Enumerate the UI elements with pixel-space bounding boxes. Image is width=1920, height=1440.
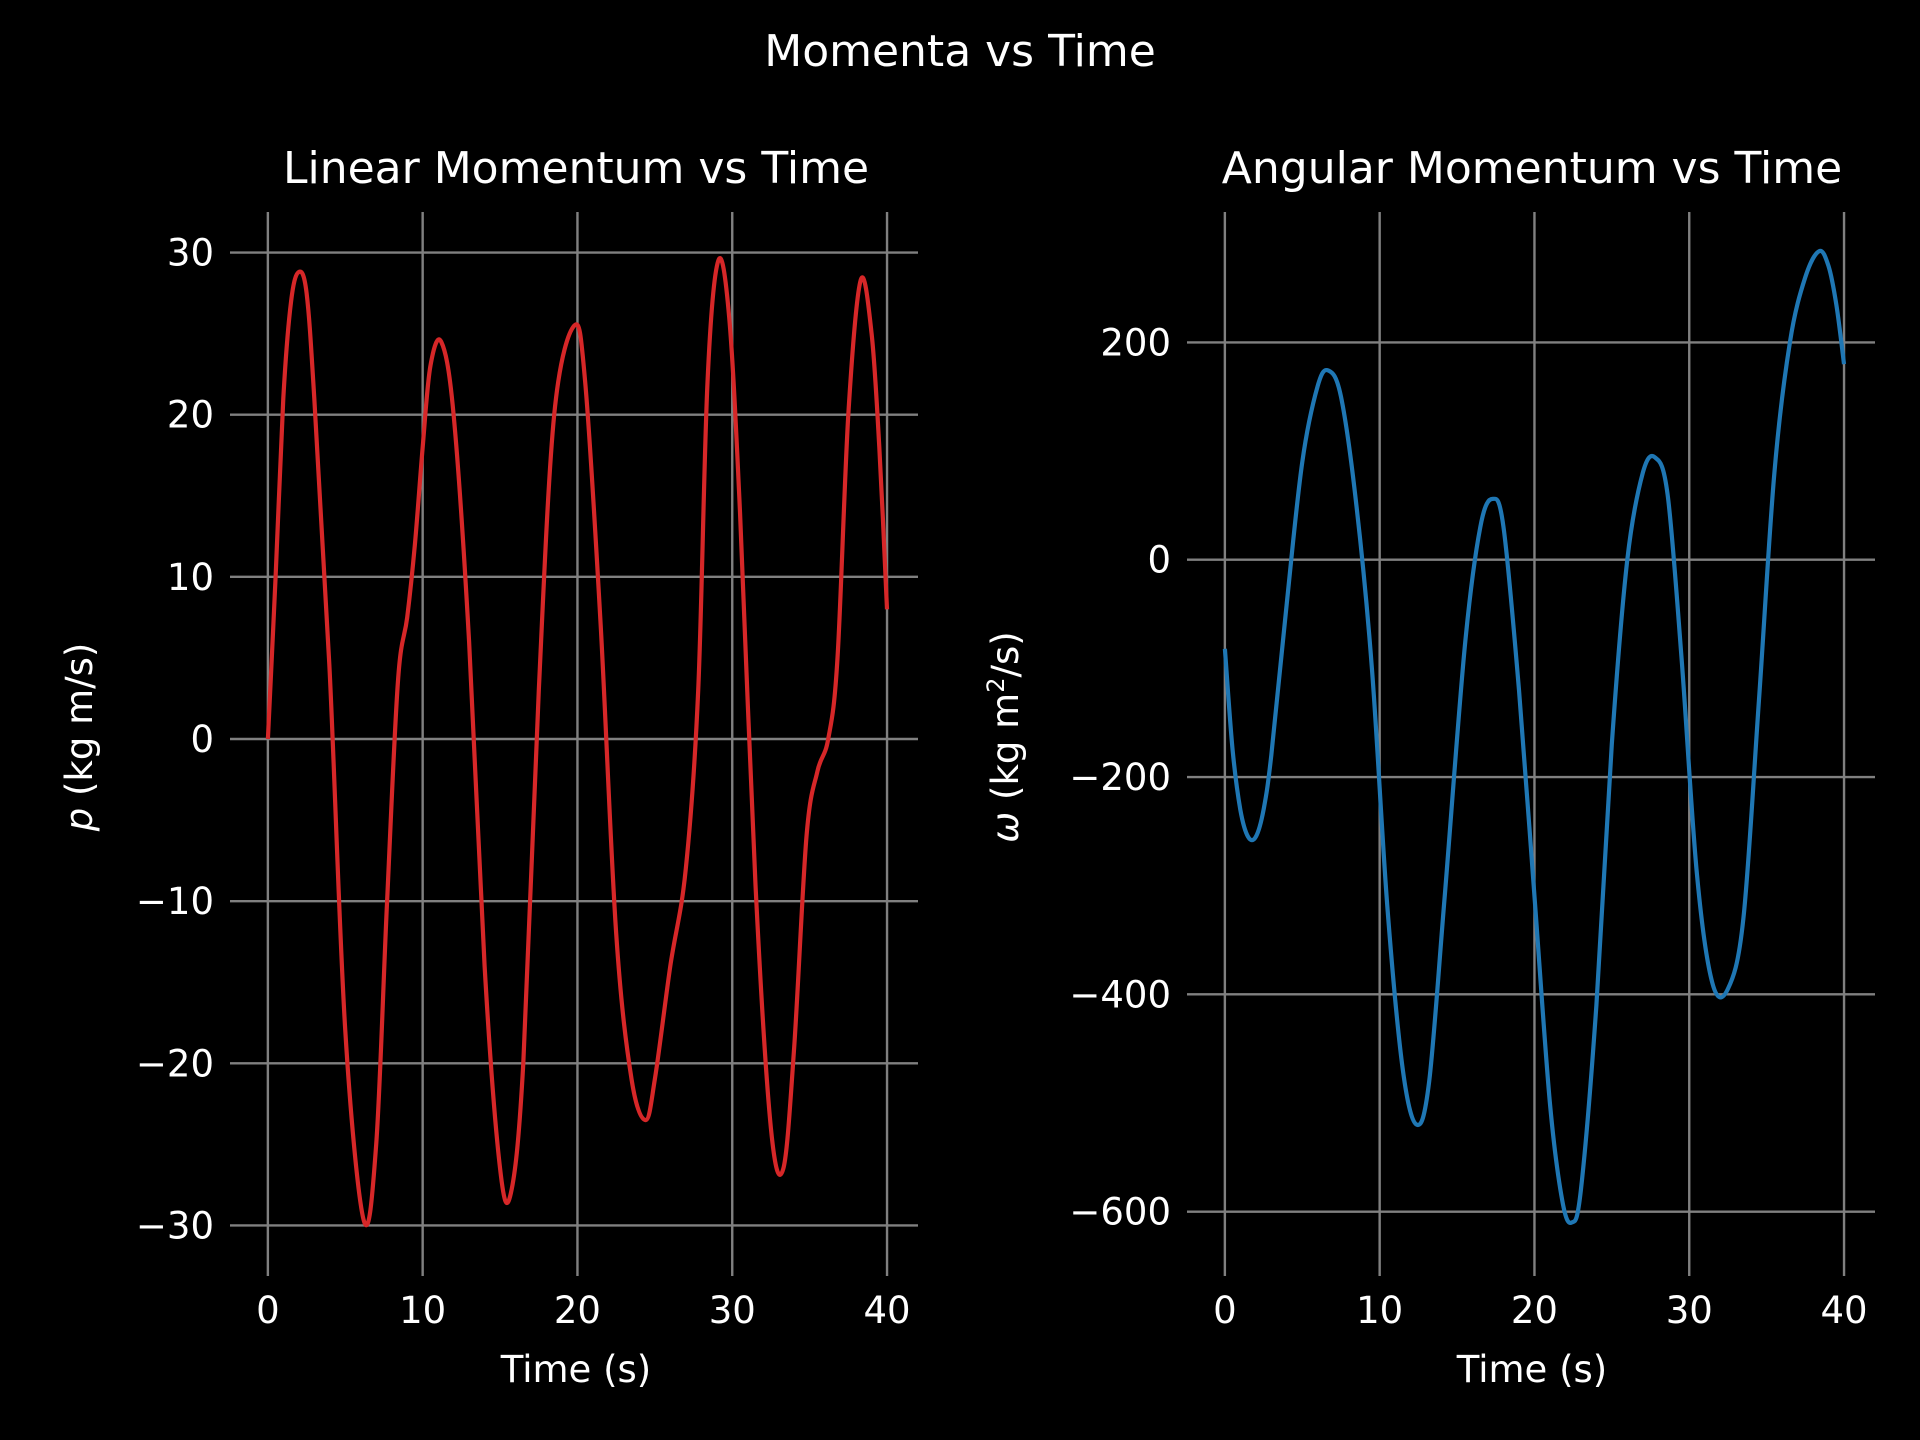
angular-momentum-panel: Angular Momentum vs Time 0 10 20 30 40 −600−… [982,143,1875,1391]
linear-momentum-title: Linear Momentum vs Time [283,143,869,194]
angular-momentum-series-line [1222,248,1847,1225]
linear-momentum-y-tick-label: −10 [136,880,214,923]
linear-momentum-y-tick-label: −30 [136,1204,214,1247]
angular-momentum-x-tick-label: 10 [1356,1289,1403,1332]
linear-momentum-y-label-symbol: p [58,808,101,833]
angular-momentum-y-tick-label: −200 [1069,756,1171,799]
linear-momentum-grid [230,212,918,1276]
angular-momentum-y-tick-label: −600 [1069,1191,1171,1234]
linear-momentum-y-tick-label: 20 [167,394,214,437]
linear-momentum-y-tick-label: 10 [167,556,214,599]
linear-momentum-x-label: Time (s) [500,1348,651,1391]
linear-momentum-y-tick-label: 0 [190,718,214,761]
angular-momentum-y-tick-label: 0 [1147,539,1171,582]
angular-momentum-y-label-symbol: ω [984,812,1027,843]
angular-momentum-x-tick-label: 0 [1213,1289,1237,1332]
linear-momentum-series [265,256,890,1228]
linear-momentum-series-line [265,256,890,1228]
linear-momentum-panel: Linear Momentum vs Time 0 10 20 30 40 −30 −20… [58,143,918,1391]
linear-momentum-x-tick-label: 10 [399,1289,446,1332]
angular-momentum-y-label-units-end: /s) [984,631,1027,677]
angular-momentum-y-label-units: (kg m [984,693,1027,812]
angular-momentum-y-tick-label: −400 [1069,973,1171,1016]
angular-momentum-x-tick-label: 40 [1820,1289,1867,1332]
angular-momentum-x-label: Time (s) [1456,1348,1607,1391]
linear-momentum-x-tick-label: 20 [554,1289,601,1332]
angular-momentum-series [1222,248,1847,1225]
angular-momentum-x-tick-label: 20 [1511,1289,1558,1332]
linear-momentum-y-label: p (kg m/s) [58,643,101,833]
linear-momentum-x-tick-label: 0 [256,1289,280,1332]
angular-momentum-title: Angular Momentum vs Time [1222,143,1842,194]
linear-momentum-x-ticks: 0 10 20 30 40 [256,1289,910,1332]
angular-momentum-x-ticks: 0 10 20 30 40 [1213,1289,1867,1332]
linear-momentum-y-ticks: −30 −20 −10 0 10 20 30 [136,232,214,1248]
angular-momentum-y-tick-label: 200 [1100,321,1171,364]
linear-momentum-y-label-units: (kg m/s) [58,643,101,808]
figure-title: Momenta vs Time [764,26,1156,77]
angular-momentum-x-tick-label: 30 [1666,1289,1713,1332]
linear-momentum-y-tick-label: 30 [167,232,214,275]
angular-momentum-y-label-superscript: 2 [982,678,1010,693]
linear-momentum-y-tick-label: −20 [136,1042,214,1085]
linear-momentum-x-tick-label: 30 [709,1289,756,1332]
angular-momentum-y-ticks: −600 −400 −200 0 200 [1069,321,1171,1233]
linear-momentum-x-tick-label: 40 [863,1289,910,1332]
angular-momentum-y-label: ω (kg m2/s) [982,631,1027,842]
